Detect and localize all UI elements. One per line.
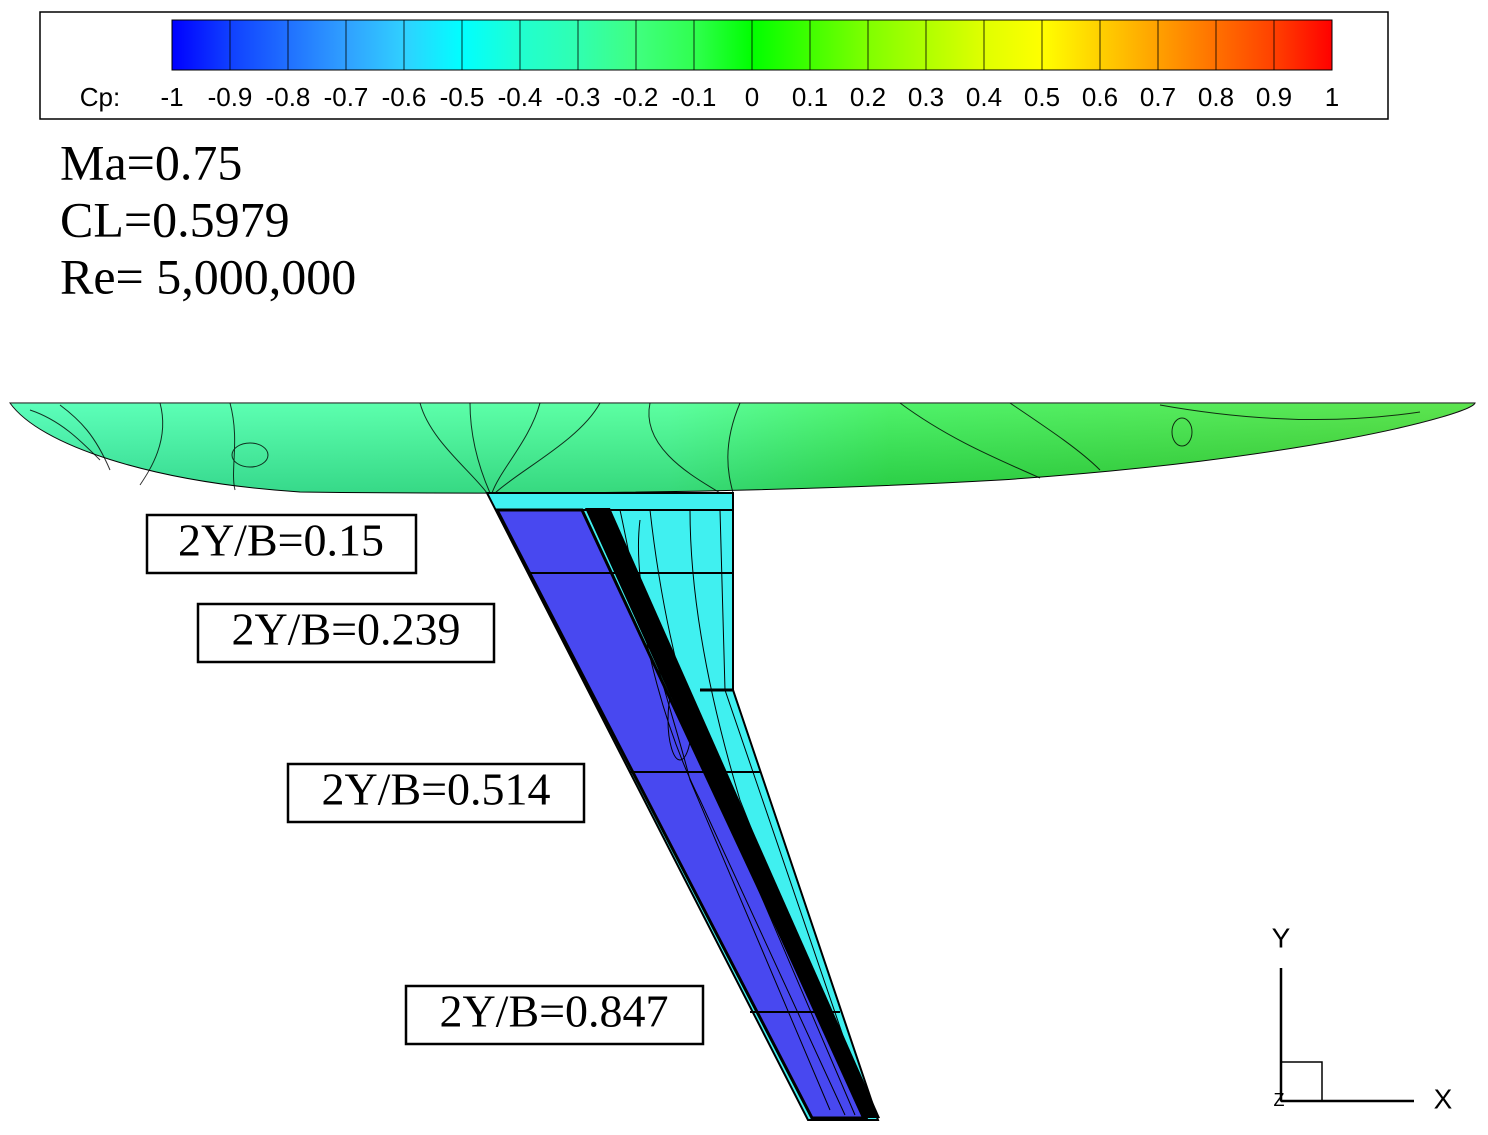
shock-band [585, 508, 880, 1118]
colorbar-segment [288, 20, 347, 70]
axis-label: Y [1272, 922, 1291, 953]
colorbar-tick-label: 0.1 [792, 82, 828, 112]
label-box [286, 762, 586, 824]
colorbar-frame [171, 19, 1333, 71]
colorbar-tick-label: 0.4 [966, 82, 1002, 112]
colorbar-tick-label: -0.1 [672, 82, 717, 112]
fuselage-contours [29, 402, 1421, 494]
colorbar-segment [926, 20, 985, 70]
axis-label: X [1434, 1083, 1453, 1114]
label-box [145, 513, 418, 575]
annotations: Ma=0.75 CL=0.5979 Re= 5,000,000 [60, 134, 356, 304]
colorbar-segment [752, 20, 811, 70]
colorbar-segment [462, 20, 521, 70]
colorbar: -1 -0.9 -0.8 -0.7 -0.6 -0.5 -0.4 -0.3 -0.2 -0.1 0 0… [160, 19, 1339, 112]
aircraft [9, 402, 1476, 1121]
colorbar-segment [1042, 20, 1101, 70]
colorbar-tick-label: 0 [745, 82, 759, 112]
colorbar-segment [1100, 20, 1159, 70]
colorbar-tick-label: 0.7 [1140, 82, 1176, 112]
colorbar-segment [694, 20, 753, 70]
colorbar-segment [1158, 20, 1217, 70]
colorbar-segment [1216, 20, 1275, 70]
colorbar-segment [636, 20, 695, 70]
section-lines [495, 509, 840, 1013]
colorbar-tick-label: 0.6 [1082, 82, 1118, 112]
fuselage-shade [10, 403, 1475, 494]
colorbar-segment [520, 20, 579, 70]
colorbar-segment [984, 20, 1043, 70]
colorbar-tick-label: -0.7 [324, 82, 369, 112]
colorbar-segment [810, 20, 869, 70]
colorbar-segment [868, 20, 927, 70]
triad-box [1280, 1061, 1323, 1102]
section-labels: 2Y/B=0.15 2Y/B=0.239 2Y/B=0.514 2Y/B=0.8… [145, 513, 705, 1046]
triad-labels: Y X Z [1272, 922, 1453, 1114]
colorbar-tick-label: 0.2 [850, 82, 886, 112]
colorbar-tick-label: 0.5 [1024, 82, 1060, 112]
colorbar-tick-label: -1 [160, 82, 183, 112]
section-label: 2Y/B=0.15 [178, 515, 384, 566]
colorbar-tick-label: -0.3 [556, 82, 601, 112]
colorbar-tick-label: 0.3 [908, 82, 944, 112]
colorbar-tick-label: 0.8 [1198, 82, 1234, 112]
section-label: 2Y/B=0.239 [231, 604, 460, 655]
axis-triad [1279, 968, 1414, 1103]
annotation: Ma=0.75 [60, 134, 242, 190]
colorbar-tick-label: 0.9 [1256, 82, 1292, 112]
colorbar-segment [404, 20, 463, 70]
wing-contours [619, 509, 871, 1116]
label-box [404, 984, 705, 1046]
colorbar-segment [172, 20, 231, 70]
axis-label: Z [1274, 1090, 1285, 1110]
colorbar-segment [1274, 20, 1333, 70]
section-label: 2Y/B=0.847 [439, 986, 668, 1037]
colorbar-tick-label: -0.5 [440, 82, 485, 112]
colorbar-label: Cp: [80, 82, 120, 112]
colorbar-tick-label: -0.4 [498, 82, 543, 112]
colorbar-tick-label: 1 [1325, 82, 1339, 112]
colorbar-tick-label: -0.6 [382, 82, 427, 112]
annotation: CL=0.5979 [60, 191, 290, 247]
label-box [196, 602, 496, 664]
colorbar-tick-label: -0.8 [266, 82, 311, 112]
colorbar-tick-label: -0.2 [614, 82, 659, 112]
colorbar-segment [230, 20, 289, 70]
section-label: 2Y/B=0.514 [321, 764, 550, 815]
colorbar-segment [346, 20, 405, 70]
colorbar-tick-label: -0.9 [208, 82, 253, 112]
colorbar-segment [578, 20, 637, 70]
annotation: Re= 5,000,000 [60, 248, 356, 304]
